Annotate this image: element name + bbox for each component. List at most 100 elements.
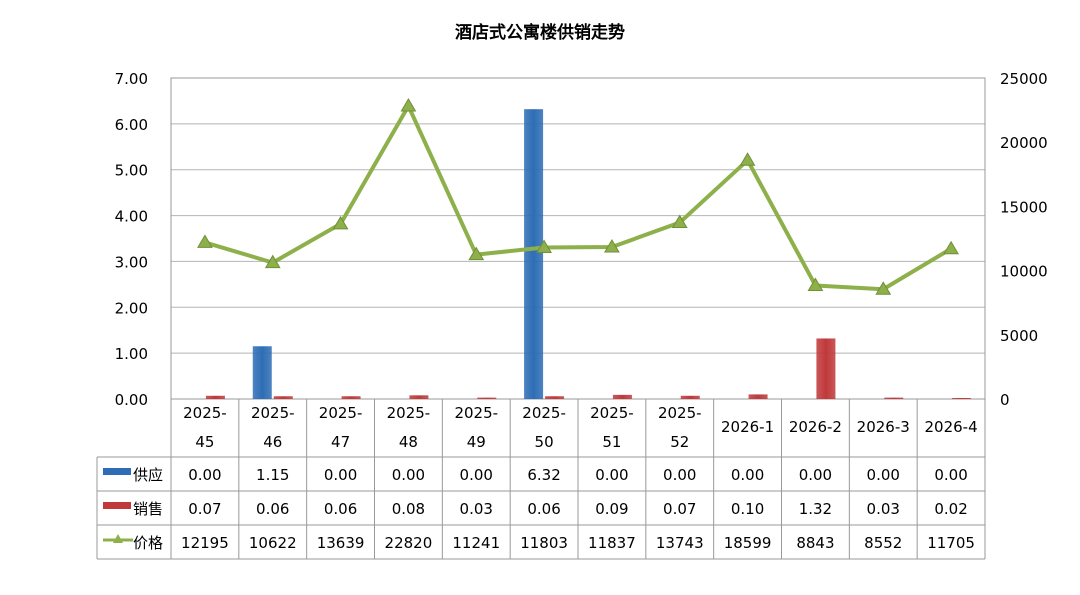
data-table: 2025- 45 2025- 46 2025- 47 2025- 48 2025- 49 2025-… [96, 399, 986, 560]
table-cell: 1.15 [256, 466, 289, 484]
table-cell: 0.00 [324, 466, 357, 484]
left-axis-ticks: 0.00 1.00 2.00 3.00 4.00 5.00 6.00 7.00 [115, 70, 148, 409]
table-cell: 0.00 [799, 466, 832, 484]
table-cell: 0.03 [867, 500, 900, 518]
left-tick-label: 6.00 [115, 116, 148, 134]
table-cell: 0.00 [663, 466, 696, 484]
bar-销售 [748, 394, 768, 399]
right-axis-ticks: 0 5000 10000 15000 20000 25000 [1000, 70, 1048, 409]
plot-frame [170, 77, 986, 400]
bar-销售 [205, 395, 225, 399]
category-label: 2025- [387, 404, 431, 422]
category-label: 48 [399, 433, 418, 451]
bar-供应 [252, 346, 272, 399]
left-tick-label: 2.00 [115, 299, 148, 317]
right-tick-label: 5000 [1000, 327, 1038, 345]
table-cell: 0.09 [595, 500, 628, 518]
table-cell: 10622 [249, 534, 297, 552]
bar-销售 [612, 394, 632, 399]
table-cell: 0.06 [324, 500, 357, 518]
left-tick-label: 4.00 [115, 208, 148, 226]
price-marker [468, 246, 485, 261]
category-label: 47 [331, 433, 350, 451]
price-marker [400, 97, 417, 112]
price-marker [197, 234, 213, 248]
table-cell: 0.02 [934, 500, 967, 518]
price-marker [875, 281, 892, 295]
price-line-path [204, 103, 953, 292]
category-label: 2025- [522, 404, 566, 422]
right-tick-label: 15000 [1000, 198, 1048, 216]
table-cell: 0.00 [595, 466, 628, 484]
table-cell: 13743 [656, 534, 704, 552]
table-cell: 11837 [588, 534, 636, 552]
category-label: 2026-3 [857, 418, 910, 436]
bar-销售 [952, 398, 972, 399]
price-marker [536, 239, 552, 253]
right-tick-label: 25000 [1000, 70, 1048, 88]
bar-销售 [477, 397, 497, 399]
table-cell: 8552 [864, 534, 902, 552]
chart-title: 酒店式公寓楼供销走势 [455, 22, 625, 43]
series-name: 销售 [133, 500, 163, 518]
table-cell: 0.00 [392, 466, 425, 484]
table-cell: 0.00 [731, 466, 764, 484]
category-label: 2026-1 [721, 418, 774, 436]
bar-销售 [884, 397, 904, 399]
right-tick-label: 0 [1000, 391, 1010, 409]
table-cell: 18599 [724, 534, 772, 552]
table-cell: 0.10 [731, 500, 764, 518]
left-tick-label: 3.00 [115, 253, 148, 271]
table-cell: 0.07 [663, 500, 696, 518]
category-label: 49 [467, 433, 486, 451]
left-tick-label: 7.00 [115, 70, 148, 88]
category-label: 50 [535, 433, 554, 451]
category-label: 46 [263, 433, 282, 451]
left-tick-label: 1.00 [115, 345, 148, 363]
category-label: 2025- [251, 404, 295, 422]
price-marker [943, 240, 959, 255]
left-tick-label: 0.00 [115, 391, 148, 409]
bar-销售 [273, 396, 293, 399]
price-marker [807, 277, 824, 291]
left-tick-label: 5.00 [115, 162, 148, 180]
table-cell: 0.08 [392, 500, 425, 518]
price-marker [332, 215, 349, 230]
category-label: 2025- [319, 404, 363, 422]
series-name: 供应 [133, 466, 163, 484]
right-tick-label: 20000 [1000, 134, 1048, 152]
category-label: 45 [195, 433, 214, 451]
bar-销售 [680, 395, 700, 399]
table-cell: 13639 [317, 534, 365, 552]
table-cell: 0.03 [460, 500, 493, 518]
category-label: 2025- [183, 404, 227, 422]
gridlines [170, 77, 986, 400]
legend-key-marker [113, 534, 123, 543]
table-cell: 1.32 [799, 500, 832, 518]
price-marker [671, 214, 688, 229]
table-cell: 0.06 [527, 500, 560, 518]
table-cell: 0.00 [188, 466, 221, 484]
table-cell: 8843 [796, 534, 834, 552]
price-marker [604, 239, 620, 253]
series-name: 价格 [133, 534, 163, 552]
table-cell: 0.00 [460, 466, 493, 484]
table-cell: 0.00 [867, 466, 900, 484]
price-marker [264, 254, 281, 269]
category-label: 51 [602, 433, 621, 451]
bar-销售 [341, 396, 361, 399]
price-line [197, 97, 959, 295]
bars [205, 109, 972, 399]
right-tick-label: 10000 [1000, 263, 1048, 281]
category-label: 2025- [658, 404, 702, 422]
table-cell: 11803 [520, 534, 568, 552]
legend-key-供应 [103, 468, 131, 475]
table-cell: 0.07 [188, 500, 221, 518]
category-label: 2026-4 [925, 418, 978, 436]
bar-销售 [816, 338, 836, 399]
table-cell: 0.06 [256, 500, 289, 518]
table-cell: 0.00 [934, 466, 967, 484]
category-label: 52 [670, 433, 689, 451]
table-cell: 6.32 [527, 466, 560, 484]
